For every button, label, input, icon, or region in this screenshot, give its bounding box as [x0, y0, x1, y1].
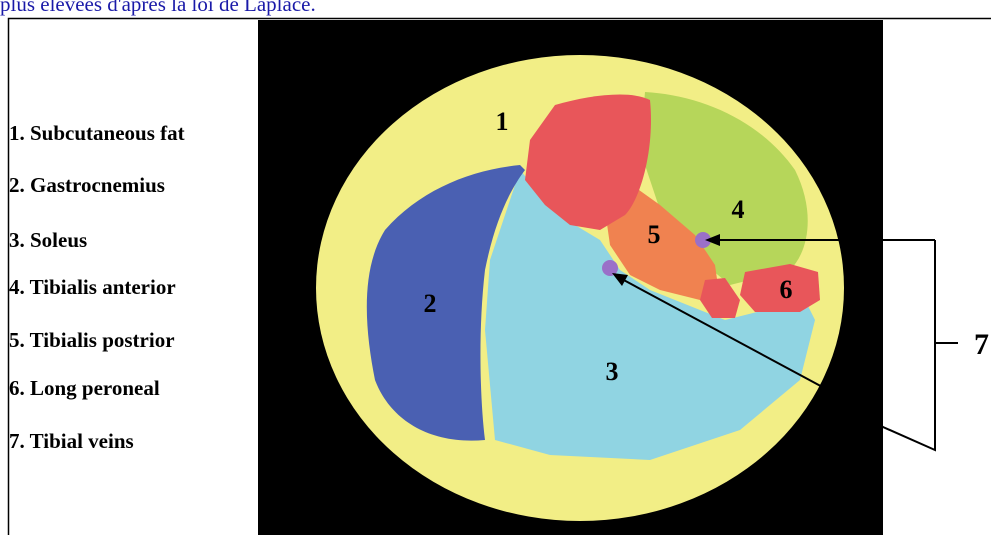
- arrowhead: [612, 273, 628, 286]
- legend-item: 2. Gastrocnemius: [9, 173, 165, 197]
- legend: 1. Subcutaneous fat 2. Gastrocnemius 3. So…: [9, 121, 185, 453]
- region-label: 6: [780, 275, 793, 304]
- legend-item: 4. Tibialis anterior: [9, 275, 176, 299]
- region-label: 4: [732, 195, 745, 224]
- legend-item: 1. Subcutaneous fat: [9, 121, 185, 145]
- frame: [7, 17, 991, 535]
- caption: plus élevées d'après la loi de Laplace.: [0, 0, 316, 16]
- long-peroneal: [740, 264, 820, 312]
- muscle-red: [525, 94, 651, 230]
- region-label: 1: [496, 107, 509, 136]
- tibial-vein: [695, 232, 711, 248]
- region-labels: 1 2 3 4 5 6: [424, 107, 793, 386]
- muscle-red-small: [700, 278, 740, 318]
- veins-label: 7: [974, 328, 989, 361]
- soleus: [485, 170, 815, 460]
- tibial-vein: [602, 260, 618, 276]
- region-label: 2: [424, 289, 437, 318]
- arrowhead: [705, 234, 720, 246]
- region-label: 3: [606, 357, 619, 386]
- tibialis-posterior: [605, 180, 720, 300]
- region-label: 5: [648, 220, 661, 249]
- legend-item: 6. Long peroneal: [9, 376, 160, 400]
- legend-item: 7. Tibial veins: [9, 429, 134, 453]
- gastrocnemius: [366, 165, 525, 441]
- legend-item: 5. Tibialis postrior: [9, 328, 175, 352]
- leader-lines: [619, 239, 958, 452]
- legend-item: 3. Soleus: [9, 228, 87, 252]
